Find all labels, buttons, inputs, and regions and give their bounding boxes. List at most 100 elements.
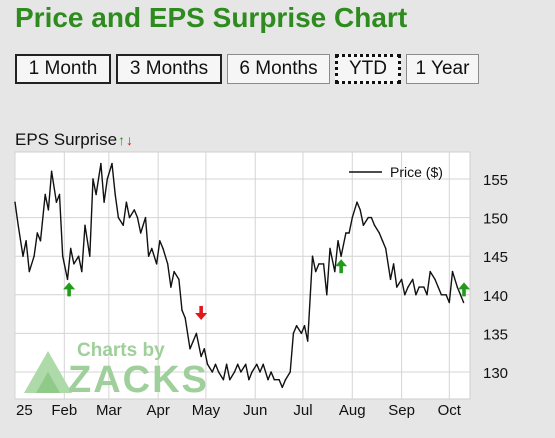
price-point (284, 379, 287, 381)
x-tick-label: Aug (339, 402, 366, 419)
price-point (195, 332, 198, 335)
range-1-year-button[interactable]: 1 Year (406, 54, 479, 84)
y-axis-ticks: 130 135 140 145 150 155 (483, 172, 508, 382)
eps-down-arrow-icon: ↓ (126, 132, 134, 148)
price-point (184, 317, 186, 319)
price-point (211, 371, 213, 373)
price-point (295, 325, 298, 327)
price-point (334, 270, 336, 273)
eps-beat-arrow-icon[interactable] (458, 282, 470, 297)
price-point (385, 247, 387, 250)
price-point (192, 340, 194, 342)
price-point (44, 193, 46, 196)
x-tick-label: Jul (293, 402, 312, 419)
eps-arrow-head (195, 312, 208, 320)
price-point (189, 348, 191, 350)
eps-up-arrow-icon: ↑ (118, 132, 126, 148)
price-point (55, 201, 58, 203)
y-tick-label: 150 (483, 211, 508, 228)
price-point (270, 371, 272, 373)
price-point (315, 270, 317, 273)
price-point (451, 270, 454, 273)
price-point (81, 270, 83, 273)
price-point (203, 348, 205, 350)
eps-beat-arrow-icon[interactable] (335, 259, 348, 274)
price-point (217, 371, 220, 373)
price-point (70, 247, 72, 250)
price-point (307, 340, 309, 342)
x-tick-label: Jun (243, 402, 267, 419)
price-point (389, 278, 392, 281)
watermark-line1: Charts by (77, 340, 165, 361)
range-6-months-button[interactable]: 6 Months (227, 54, 330, 84)
price-point (140, 232, 142, 234)
price-point (329, 247, 331, 250)
price-point (318, 263, 320, 265)
price-point (159, 240, 161, 242)
price-point (434, 278, 436, 281)
watermark-line2: ZACKS (68, 359, 209, 401)
price-point (311, 255, 314, 257)
chart-legend: Price ($) (349, 164, 443, 180)
range-3-months-button[interactable]: 3 Months (116, 54, 222, 84)
price-series (14, 162, 465, 389)
x-tick-label: 25 (16, 402, 33, 419)
y-tick-label: 140 (483, 288, 508, 305)
price-point (278, 379, 280, 381)
price-point (362, 224, 365, 226)
price-point (292, 332, 295, 335)
price-point (170, 286, 172, 288)
price-point (337, 240, 339, 242)
price-point (367, 216, 369, 219)
price-point (47, 209, 50, 211)
price-point (456, 286, 458, 288)
price-point (144, 216, 147, 219)
price-point (281, 386, 283, 389)
price-point (225, 363, 228, 365)
range-1-month-button[interactable]: 1 Month (15, 54, 111, 84)
range-ytd-button[interactable]: YTD (335, 54, 401, 84)
eps-arrow-head (335, 259, 348, 267)
price-point (462, 301, 465, 304)
y-tick-label: 130 (483, 365, 508, 382)
price-point (58, 193, 61, 196)
y-tick-label: 155 (483, 172, 508, 189)
price-point (84, 224, 86, 226)
price-point (147, 255, 150, 257)
x-tick-label: Feb (51, 402, 77, 419)
price-point (77, 255, 80, 257)
price-point (273, 379, 275, 381)
eps-arrow-head (63, 282, 76, 290)
x-axis-ticks: 25 Feb Mar Apr May Jun Jul Aug Sep Oct (16, 402, 462, 419)
price-point (378, 232, 380, 234)
price-point (412, 278, 414, 281)
price-point (289, 371, 291, 373)
price-point (200, 355, 202, 358)
price-point (245, 363, 247, 365)
chart-title: Price and EPS Surprise Chart (15, 2, 408, 33)
price-point (381, 240, 384, 242)
price-point (89, 255, 91, 257)
price-point (356, 201, 358, 203)
price-point (133, 209, 135, 211)
price-point (400, 278, 403, 281)
price-point (404, 294, 406, 296)
price-point (326, 294, 328, 296)
y-tick-label: 145 (483, 249, 508, 266)
price-point (92, 178, 94, 180)
price-point (222, 379, 225, 381)
eps-beat-arrow-icon[interactable] (63, 282, 76, 297)
x-tick-label: Mar (96, 402, 122, 419)
price-point (370, 216, 373, 219)
price-point (448, 301, 450, 304)
x-tick-label: Apr (147, 402, 170, 419)
price-point (50, 170, 53, 172)
price-point (256, 363, 258, 365)
price-point (240, 371, 242, 373)
price-point (103, 201, 105, 203)
price-point (437, 286, 439, 288)
price-point (373, 224, 376, 226)
eps-arrow-shaft (199, 305, 203, 314)
price-point (62, 255, 64, 257)
eps-miss-arrow-icon[interactable] (195, 305, 208, 320)
